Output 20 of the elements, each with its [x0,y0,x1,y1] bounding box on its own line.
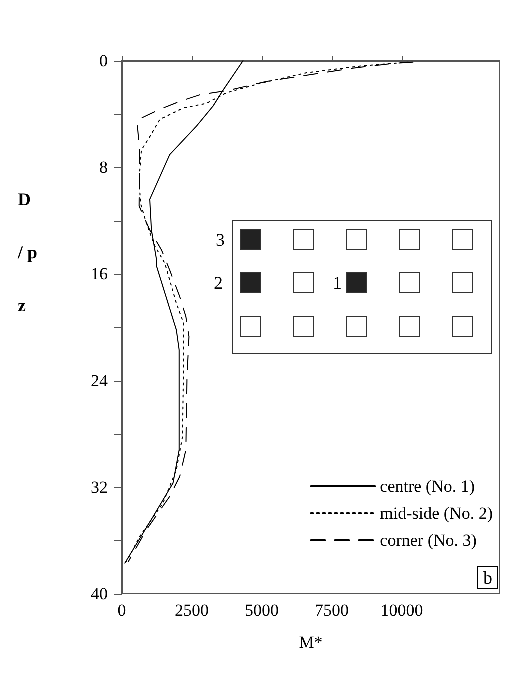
y-tick-label: 16 [91,264,108,284]
legend-label: mid-side (No. 2) [380,504,494,523]
legend-label: centre (No. 1) [380,477,476,496]
legend-label: corner (No. 3) [380,531,477,550]
y-tick-label: 0 [100,52,108,70]
x-tick-label: 10000 [380,601,424,620]
annotation: 3 [216,229,225,251]
y-tick-label: 8 [100,158,108,178]
text: D / p z [18,190,38,316]
annotation: 2 [214,272,223,294]
x-tick-label: 5000 [245,601,279,620]
y-tick-label: 40 [91,584,108,604]
annotation: b [484,568,492,588]
annotation: 1 [333,272,342,294]
x-tick-label: 2500 [175,601,209,620]
y-tick-label: 32 [91,478,108,497]
x-axis-title: M* [299,633,323,652]
y-tick-label: 24 [91,371,108,390]
x-tick-label: 0 [118,601,126,620]
x-tick-label: 7500 [315,601,349,620]
